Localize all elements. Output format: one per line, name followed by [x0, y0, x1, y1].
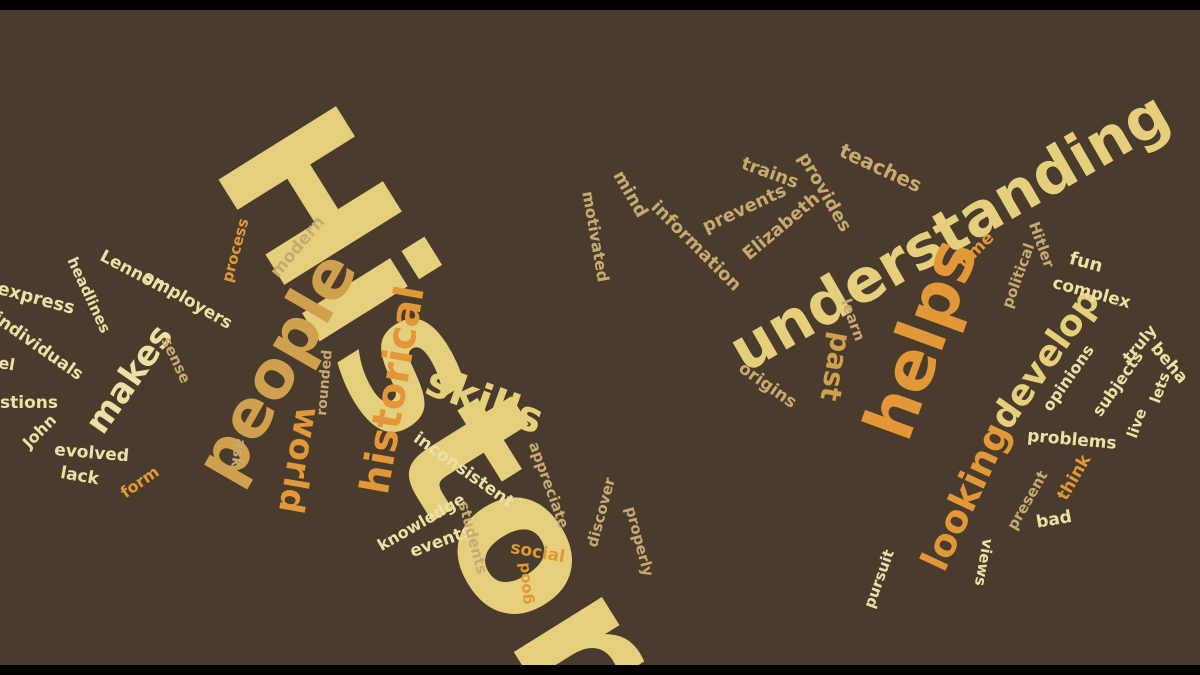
word-evolved: evolved	[53, 440, 130, 467]
word-express: express	[0, 278, 78, 319]
word-mind: mind	[608, 167, 653, 222]
word-lack: lack	[58, 463, 101, 490]
word-views: views	[970, 537, 997, 588]
word-form: form	[116, 461, 163, 502]
word-live: live	[1123, 405, 1151, 441]
word-good: good	[514, 561, 536, 606]
word-fun: fun	[1067, 248, 1105, 278]
word-ask: ask	[227, 437, 250, 469]
word-makes: makes	[77, 317, 182, 442]
word-el: el	[0, 353, 17, 375]
word-cloud: History understanding people helps skill…	[0, 10, 1200, 665]
word-bad: bad	[1034, 506, 1074, 533]
word-political: political	[998, 240, 1039, 311]
word-think: think	[1053, 451, 1096, 504]
word-stions: stions	[0, 393, 58, 413]
word-problems: problems	[1026, 426, 1118, 454]
word-john: John	[18, 410, 61, 453]
word-pursuit: pursuit	[860, 547, 898, 611]
word-teaches: teaches	[835, 138, 926, 198]
word-looking: looking	[912, 415, 1019, 578]
word-motivated: motivated	[578, 189, 613, 284]
